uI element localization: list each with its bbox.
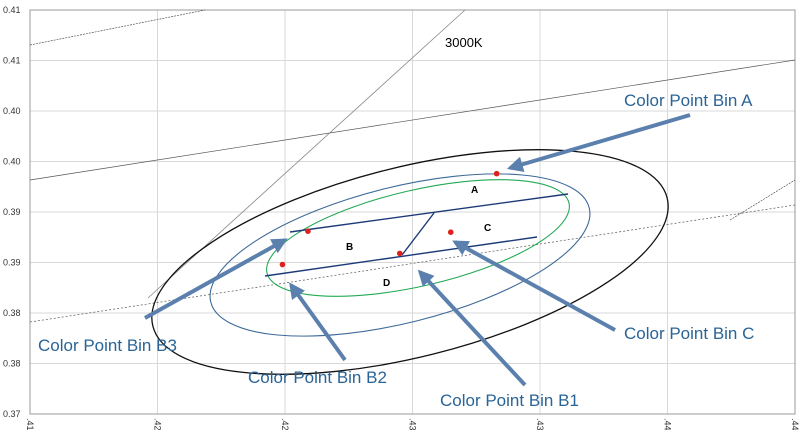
x-tick-label: .44 [790,418,800,430]
annotation: C [484,223,491,234]
x-tick-label: .42 [153,418,163,430]
y-tick-label: 0.41 [3,5,21,15]
isotherm [729,179,796,221]
annotation: Color Point Bin C [624,324,754,343]
mid-ellipse [209,173,591,337]
annotation: B [346,242,353,253]
annotation: Color Point Bin B3 [38,336,177,355]
bin-edge [401,212,435,256]
data-point [279,261,286,268]
grid: 0.37 0.38 0.38 0.39 0.39 0.40 0.40 0.41 0.41 .41.… [3,5,800,430]
data-point [305,228,311,234]
data-point [447,229,454,235]
annotation: Color Point Bin B2 [248,368,387,387]
y-tick-label: 0.40 [3,157,21,167]
annotation: Color Point Bin A [624,91,753,110]
data-point [396,250,403,257]
x-tick-label: .41 [25,418,35,430]
arrow [452,240,616,332]
y-tick-label: 0.37 [3,409,21,419]
arrow [144,238,288,320]
bin-edge [264,236,538,277]
y-tick-label: 0.41 [3,56,21,66]
y-tick-label: 0.40 [3,106,21,116]
arrow [417,269,527,387]
outer-ellipse [151,149,669,375]
arrows [144,113,691,387]
y-tick-label: 0.38 [3,359,21,369]
arrow [289,282,347,362]
x-tick-label: .44 [663,418,673,430]
y-tick-label: 0.39 [3,207,21,217]
x-tick-label: .43 [535,418,545,430]
y-tick-label: 0.38 [3,308,21,318]
annotation: A [471,185,478,196]
isotherm [29,204,796,323]
curves [29,9,796,375]
bin-edge [289,193,569,233]
annotation: 3000K [445,35,483,50]
labels: 3000K A B C D Color Point Bin A Color Point Bi… [38,35,754,410]
arrow [506,113,691,173]
annotation: Color Point Bin B1 [440,391,579,410]
x-tick-label: .42 [280,418,290,430]
isotherm [29,59,796,181]
plot-frame [29,9,796,415]
data-point [493,170,500,177]
y-tick-label: 0.39 [3,258,21,268]
isotherm [29,9,206,46]
annotation: D [383,278,390,289]
x-tick-label: .43 [408,418,418,430]
